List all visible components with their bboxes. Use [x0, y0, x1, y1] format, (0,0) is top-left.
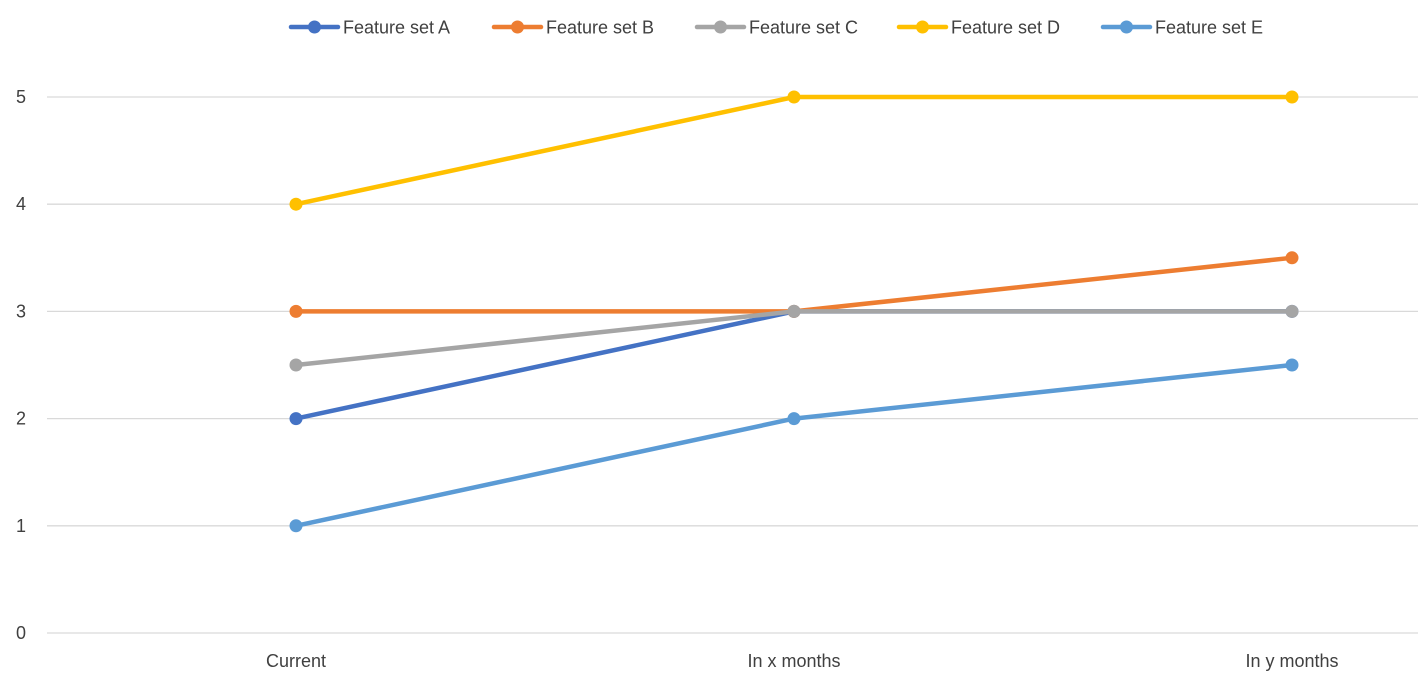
- data-point: [289, 304, 303, 318]
- series-c: [289, 304, 1299, 372]
- y-tick-label: 4: [16, 194, 26, 214]
- legend-item: Feature set E: [1100, 18, 1263, 38]
- legend-label: Feature set D: [951, 18, 1060, 38]
- legend-item: Feature set B: [491, 18, 654, 38]
- series-line: [293, 362, 1295, 529]
- legend-swatch-marker: [1120, 20, 1133, 34]
- x-tick-label: In x months: [747, 651, 840, 671]
- legend: Feature set A Feature set B Feature set C F…: [288, 18, 1263, 38]
- legend-label: Feature set B: [546, 18, 654, 38]
- data-point: [289, 519, 303, 533]
- x-axis-tick-labels: Current In x months In y months: [266, 651, 1339, 671]
- legend-item: Feature set D: [896, 18, 1060, 38]
- x-tick-label: In y months: [1245, 651, 1338, 671]
- legend-swatch-marker: [714, 20, 727, 34]
- y-tick-label: 5: [16, 87, 26, 107]
- x-tick-label: Current: [266, 651, 326, 671]
- y-tick-label: 0: [16, 623, 26, 643]
- series-a: [289, 304, 1299, 426]
- legend-item: Feature set C: [694, 18, 858, 38]
- data-point: [1285, 304, 1299, 318]
- legend-swatch-marker: [916, 20, 929, 34]
- data-point: [1285, 251, 1299, 265]
- y-tick-label: 3: [16, 301, 26, 321]
- data-point: [1285, 358, 1299, 372]
- legend-label: Feature set C: [749, 18, 858, 38]
- legend-swatch-marker: [511, 20, 524, 34]
- series-lines: [289, 90, 1299, 533]
- data-point: [289, 358, 303, 372]
- legend-item: Feature set A: [288, 18, 450, 38]
- y-tick-label: 2: [16, 409, 26, 429]
- gridlines: [47, 96, 1418, 634]
- data-point: [787, 412, 801, 426]
- legend-label: Feature set A: [343, 18, 450, 38]
- y-tick-label: 1: [16, 516, 26, 536]
- legend-label: Feature set E: [1155, 18, 1263, 38]
- series-line: [293, 94, 1295, 207]
- series-e: [289, 358, 1299, 533]
- data-point: [289, 412, 303, 426]
- series-d: [289, 90, 1299, 211]
- series-line: [293, 309, 1295, 368]
- data-point: [1285, 90, 1299, 104]
- data-point: [787, 304, 801, 318]
- data-point: [289, 197, 303, 211]
- series-line: [293, 255, 1295, 314]
- series-line: [293, 309, 1295, 421]
- legend-swatch-marker: [308, 20, 321, 34]
- y-axis-tick-labels: 0 1 2 3 4 5: [16, 87, 26, 643]
- data-point: [787, 90, 801, 104]
